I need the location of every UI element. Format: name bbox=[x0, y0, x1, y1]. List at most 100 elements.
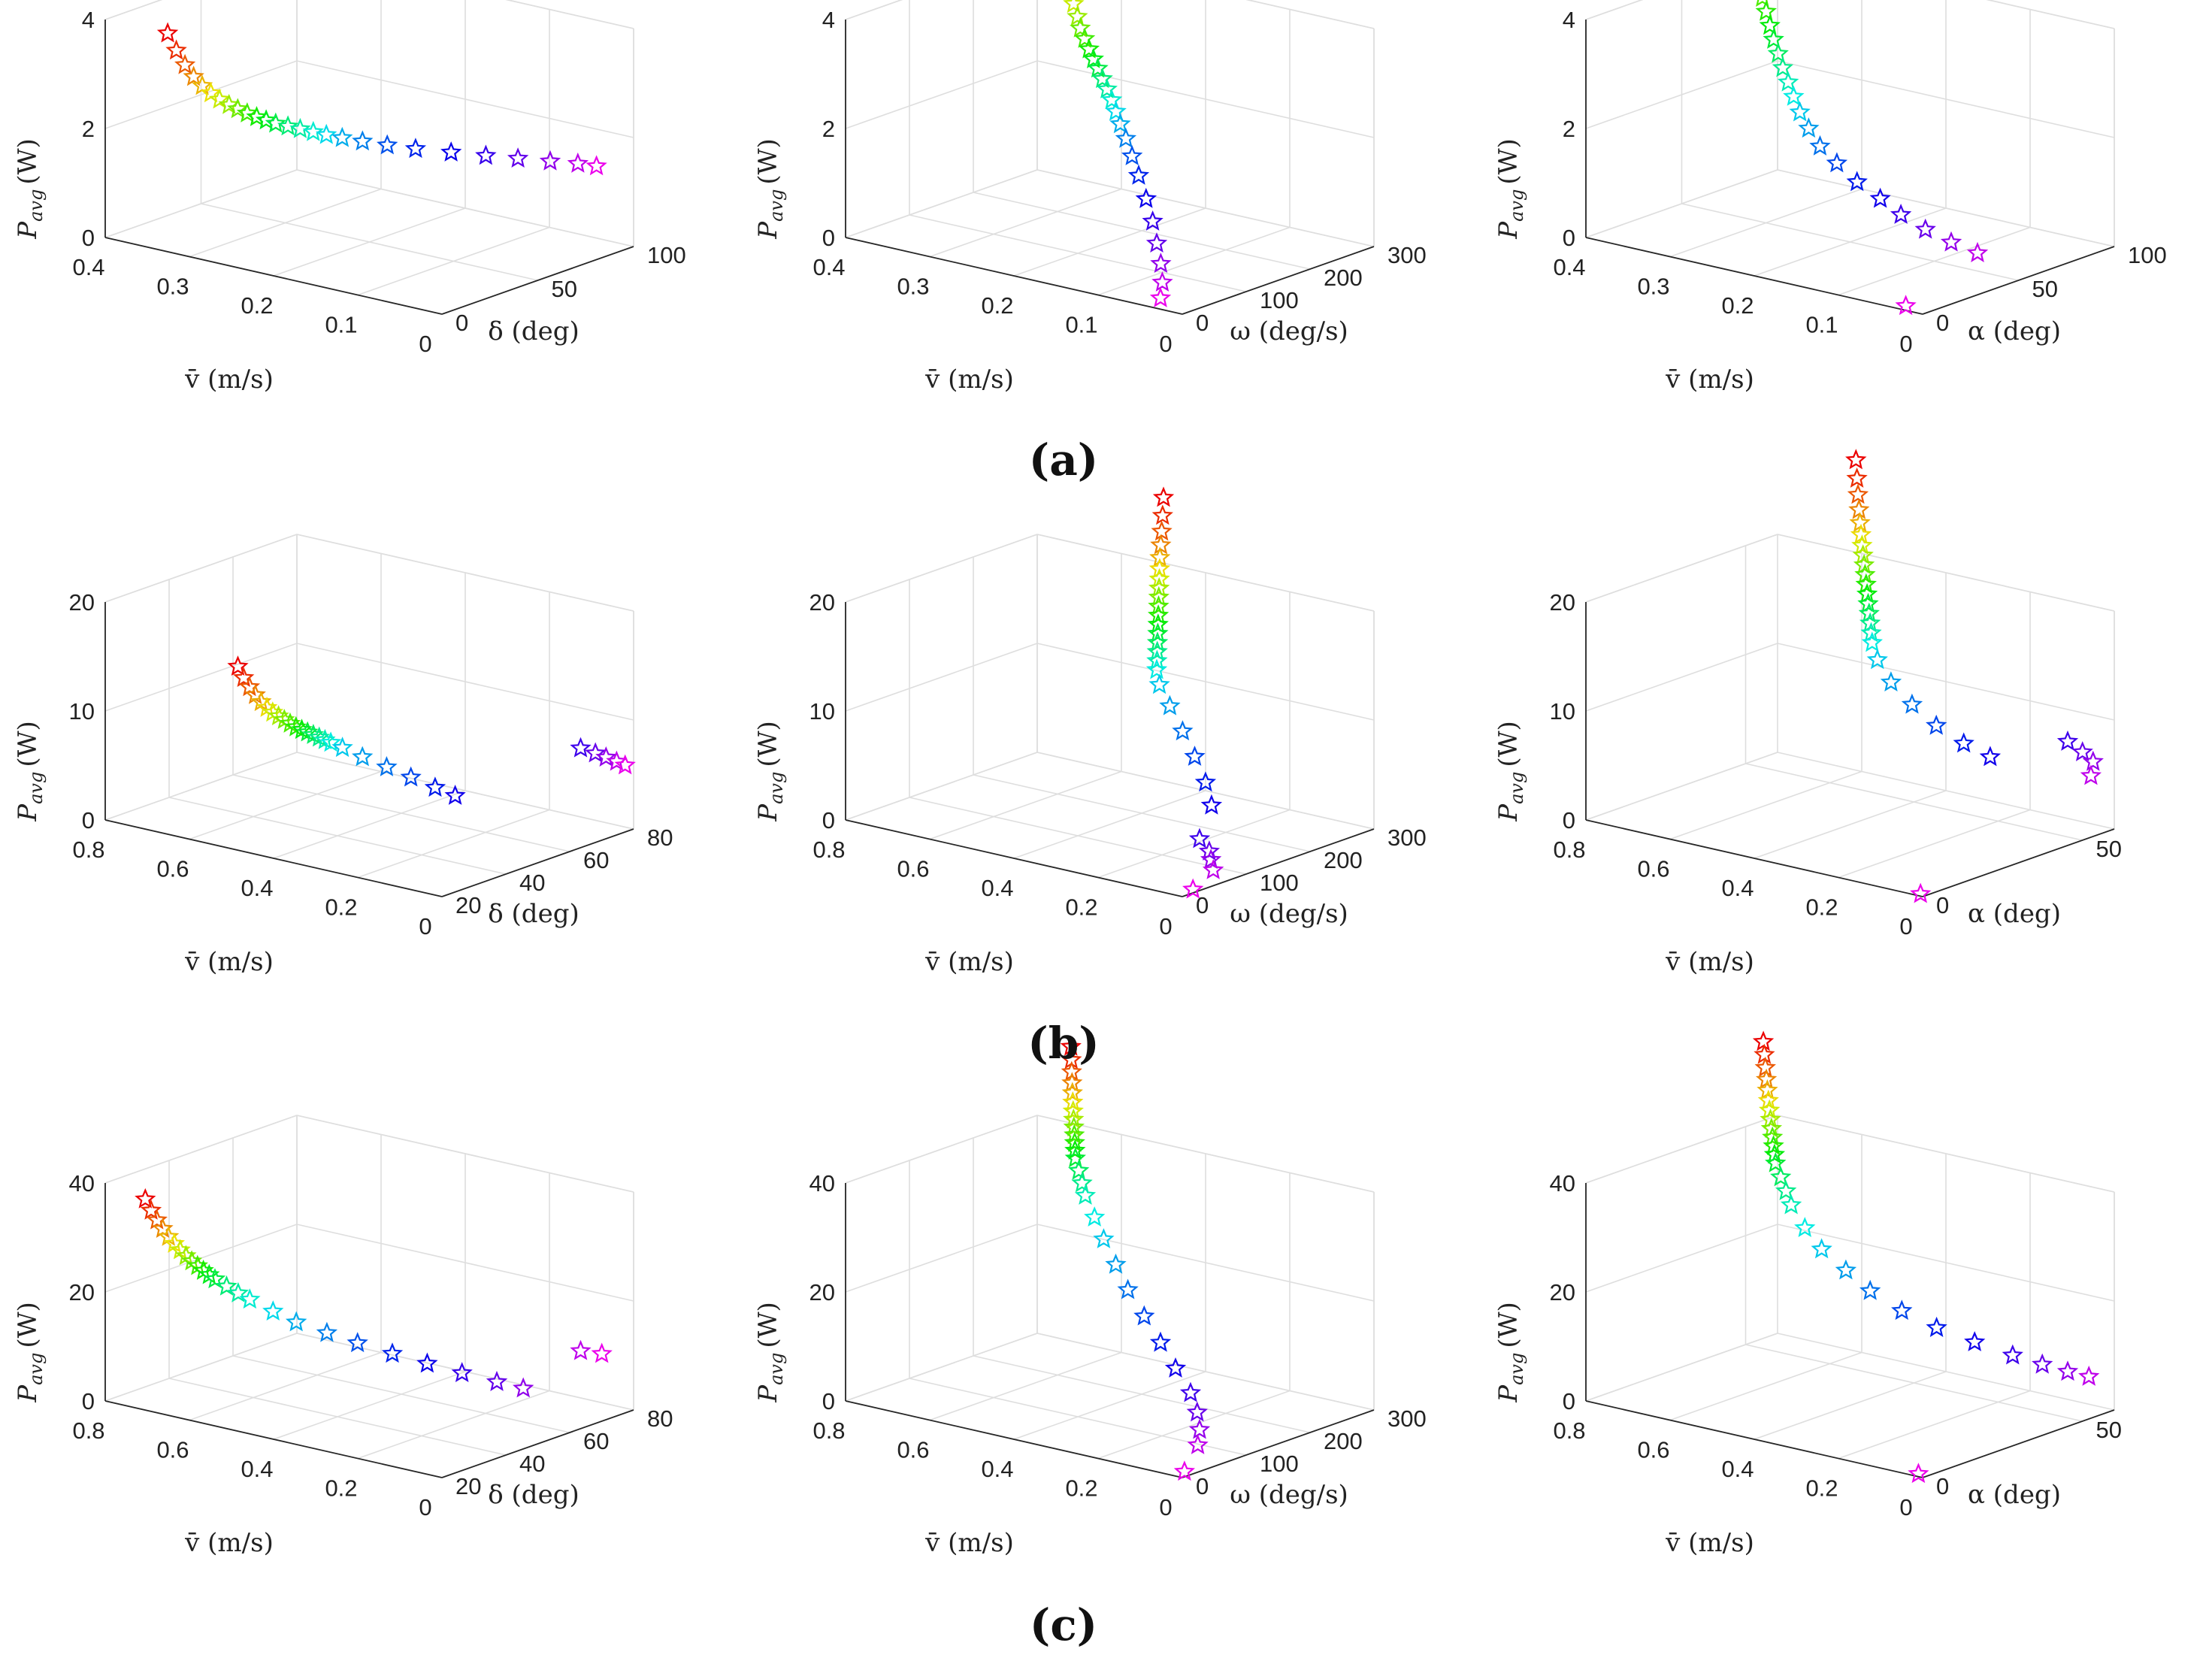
data-point-star bbox=[204, 1268, 226, 1289]
data-point-star bbox=[352, 130, 374, 151]
grid-back-z bbox=[296, 169, 634, 247]
data-point-star bbox=[591, 1342, 613, 1363]
data-point-star bbox=[1859, 1279, 1881, 1300]
grid-floor-x bbox=[1669, 770, 1862, 840]
y-tick-label: 100 bbox=[647, 242, 686, 268]
data-point-star bbox=[1064, 1124, 1085, 1145]
data-point-star bbox=[1084, 1206, 1106, 1227]
data-point-star bbox=[1953, 732, 1974, 753]
y-tick-label: 0 bbox=[1936, 892, 1949, 918]
data-point-star bbox=[1148, 595, 1170, 616]
x-tick-label: 0.2 bbox=[1065, 1475, 1097, 1502]
data-point-star bbox=[2071, 741, 2093, 761]
data-point-star bbox=[1172, 720, 1194, 741]
data-point-star bbox=[1194, 771, 1217, 792]
data-point-star bbox=[376, 755, 398, 776]
y-tick-label: 300 bbox=[1387, 824, 1427, 851]
data-point-star bbox=[1901, 693, 1923, 714]
data-point-star bbox=[152, 1218, 174, 1239]
data-point-star bbox=[236, 102, 259, 123]
y-axis-line bbox=[1182, 246, 1375, 315]
data-point-star bbox=[239, 1288, 261, 1309]
z-tick-label: 0 bbox=[1563, 1388, 1575, 1414]
x-tick-label: 0 bbox=[1159, 1494, 1172, 1520]
x-tick-label: 0.4 bbox=[981, 1456, 1013, 1482]
data-point-star bbox=[1148, 558, 1171, 579]
data-point-star bbox=[1121, 144, 1143, 165]
grid-back-z bbox=[1036, 1224, 1375, 1302]
y-tick-label: 0 bbox=[1936, 1473, 1949, 1499]
y-axis-label: α (deg) bbox=[1968, 316, 2061, 346]
row-label-a: (a) bbox=[1029, 434, 1098, 486]
y-tick-label: 0 bbox=[455, 310, 468, 336]
z-tick-label: 20 bbox=[809, 589, 835, 616]
data-point-star bbox=[316, 1321, 338, 1342]
data-point-star bbox=[227, 1281, 250, 1302]
x-tick-label: 0.4 bbox=[1721, 875, 1754, 901]
box-top-back bbox=[296, 534, 634, 612]
data-point-star bbox=[416, 1352, 438, 1373]
data-point-star bbox=[1835, 1259, 1857, 1280]
data-point-star bbox=[1789, 101, 1811, 122]
data-point-star bbox=[1979, 746, 2002, 767]
data-point-star bbox=[1910, 882, 1932, 903]
grid-floor-y bbox=[232, 1355, 570, 1433]
grid-floor-x bbox=[189, 1351, 382, 1421]
data-point-star bbox=[1809, 135, 1831, 156]
data-point-star bbox=[1752, 1030, 1775, 1051]
data-point-star bbox=[2056, 730, 2079, 751]
grid-floor-y bbox=[1681, 203, 2019, 281]
x-tick-label: 0 bbox=[1159, 913, 1172, 939]
y-tick-label: 60 bbox=[583, 1428, 609, 1454]
data-point-star bbox=[1826, 152, 1848, 173]
y-tick-label: 20 bbox=[455, 1473, 481, 1499]
y-tick-label: 100 bbox=[1260, 287, 1299, 313]
y-tick-label: 300 bbox=[1387, 242, 1427, 268]
box-top-back bbox=[1036, 534, 1375, 612]
data-point-star bbox=[1754, 1043, 1775, 1064]
grid-floor-x bbox=[1097, 226, 1291, 296]
grid-side-z bbox=[104, 752, 298, 821]
y-axis-line bbox=[1922, 246, 2115, 315]
x-tick-label: 0.1 bbox=[1065, 312, 1097, 338]
data-point-star bbox=[1202, 858, 1224, 879]
grid-back-z bbox=[1036, 752, 1375, 830]
y-tick-label: 0 bbox=[1196, 310, 1209, 336]
data-point-star bbox=[140, 1199, 162, 1220]
data-point-star bbox=[1145, 232, 1168, 253]
grid-floor-y bbox=[909, 214, 1247, 292]
data-point-star bbox=[1127, 164, 1150, 185]
x-tick-label: 0.2 bbox=[1721, 292, 1754, 319]
grid-floor-y bbox=[168, 1378, 507, 1456]
y-tick-label: 50 bbox=[552, 276, 577, 302]
grid-side-z bbox=[1585, 643, 1778, 712]
x-tick-label: 0.6 bbox=[897, 856, 929, 882]
x-tick-label: 0.4 bbox=[72, 254, 104, 280]
data-point-star bbox=[1064, 1147, 1086, 1168]
data-point-star bbox=[302, 120, 324, 141]
grid-floor-y bbox=[1745, 763, 2083, 841]
data-point-star bbox=[570, 1339, 592, 1360]
data-point-star bbox=[1173, 1460, 1196, 1481]
y-axis-line bbox=[1182, 1409, 1375, 1478]
data-point-star bbox=[1188, 1418, 1211, 1439]
x-axis-line bbox=[1585, 819, 1923, 897]
y-axis-line bbox=[1922, 1409, 2115, 1478]
data-point-star bbox=[1147, 613, 1169, 634]
data-point-star bbox=[1182, 878, 1204, 899]
z-tick-label: 20 bbox=[1550, 589, 1575, 616]
y-tick-label: 0 bbox=[1936, 310, 1949, 336]
data-point-star bbox=[486, 1370, 508, 1391]
data-point-star bbox=[513, 1377, 534, 1398]
x-axis-label: v̄ (m/s) bbox=[184, 947, 274, 977]
z-tick-label: 10 bbox=[1550, 698, 1575, 725]
x-tick-label: 0 bbox=[419, 913, 431, 939]
y-axis-label: ω (deg/s) bbox=[1230, 316, 1348, 346]
box-top-side bbox=[1585, 534, 1778, 603]
z-axis-label: Pavg(W) bbox=[13, 138, 47, 240]
data-point-star bbox=[1926, 714, 1947, 735]
data-point-star bbox=[451, 1362, 473, 1383]
x-tick-label: 0.3 bbox=[1637, 274, 1669, 300]
